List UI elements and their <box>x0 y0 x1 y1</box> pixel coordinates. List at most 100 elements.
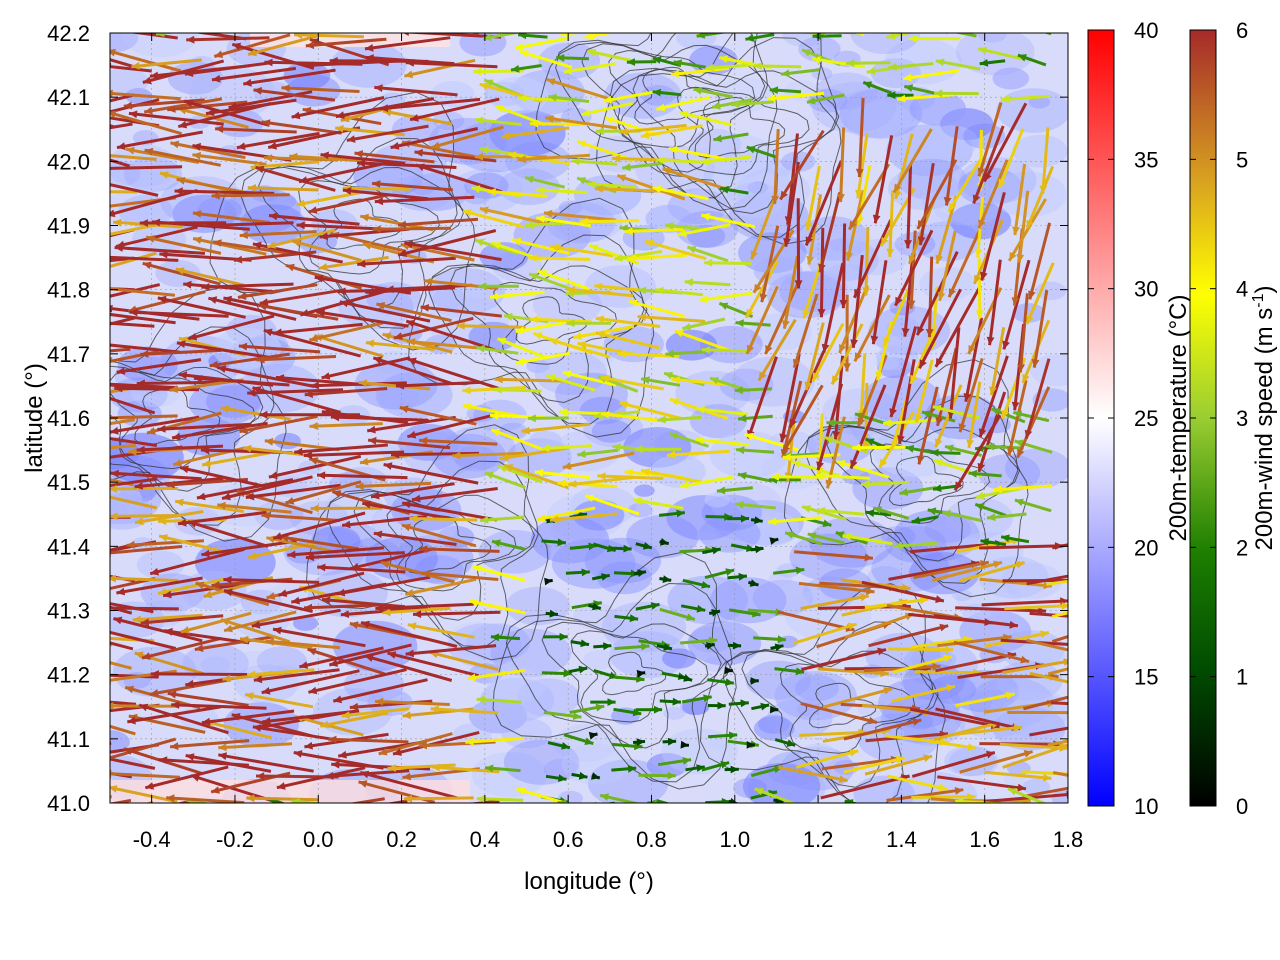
wind-vector <box>404 58 476 79</box>
wind-vector <box>430 705 499 715</box>
wind-vector <box>110 251 157 269</box>
wind-vector <box>724 666 733 675</box>
wind-vector <box>818 192 842 273</box>
wind-vector <box>806 93 845 105</box>
wind-vector <box>110 577 156 591</box>
wind-vector <box>735 500 776 510</box>
wind-vector <box>966 381 982 449</box>
wind-vector <box>887 774 948 792</box>
wind-vector <box>192 151 267 166</box>
wind-vector <box>374 84 458 97</box>
plot-area <box>71 33 1068 803</box>
y-tick-label: 41.3 <box>47 599 90 624</box>
wind-vector <box>597 472 664 481</box>
temperature-colorbar-title: 200m-temperature (°C) <box>1165 294 1192 541</box>
wind-vector <box>71 316 106 328</box>
y-tick-label: 41.9 <box>47 214 90 239</box>
wind-vector <box>246 794 319 803</box>
y-tick-label: 42.0 <box>47 149 90 174</box>
wind-vector <box>404 577 477 597</box>
wind-vector <box>638 771 676 780</box>
wind-vector <box>737 472 773 483</box>
wind-vector <box>251 608 341 629</box>
wind-vector <box>354 150 435 164</box>
wind-vector <box>937 230 957 302</box>
wind-vector <box>1031 289 1049 368</box>
wind-colorbar-ticks: 0 1 2 3 4 5 6 <box>1190 18 1248 819</box>
wind-vector <box>310 381 407 390</box>
wind-vector <box>774 738 796 747</box>
wind-vector <box>668 146 726 161</box>
wind-vector <box>1052 771 1068 777</box>
wind-vector <box>850 254 864 348</box>
wind-vector <box>947 226 983 298</box>
wind-vector <box>359 770 458 800</box>
wind-vector <box>110 382 178 390</box>
wind-vector <box>536 186 588 195</box>
wind-vector <box>212 239 292 256</box>
wind-vector <box>684 278 731 287</box>
wind-vector <box>110 642 113 647</box>
wind-vector <box>110 347 131 353</box>
wind-vector <box>174 498 244 513</box>
wind-vector <box>1043 33 1052 36</box>
wind-vector <box>914 359 934 423</box>
wind-vector <box>984 770 1052 782</box>
wind-vector <box>110 183 159 197</box>
wind-vector <box>569 703 605 714</box>
wind-vector <box>545 774 567 782</box>
wind-vector <box>367 436 451 450</box>
wind-vector <box>514 36 569 51</box>
wind-vector <box>113 616 203 643</box>
wind-vector <box>372 356 454 386</box>
wind-vector <box>978 355 1009 438</box>
wind-vector <box>972 125 1005 205</box>
wind-vector <box>239 230 317 239</box>
wind-vector <box>843 755 906 774</box>
wind-vector <box>546 374 596 392</box>
wind-vector <box>541 669 572 678</box>
wind-vector <box>616 173 686 201</box>
wind-vector <box>547 741 571 750</box>
wind-vector <box>239 414 318 434</box>
wind-vector <box>180 611 252 634</box>
wind-vector <box>201 709 295 726</box>
wind-vector <box>316 471 408 480</box>
wind-vector <box>886 33 916 40</box>
y-tick-label: 42.2 <box>47 21 90 46</box>
wind-vector <box>110 700 137 706</box>
wind-vector <box>795 749 859 769</box>
wind-vector <box>635 602 660 611</box>
wind-vector <box>223 610 297 633</box>
wind-vector <box>518 33 548 40</box>
wind-vector <box>886 190 895 257</box>
wind-vector <box>975 258 984 319</box>
wind-vector <box>958 357 984 433</box>
wind-vector <box>321 356 411 380</box>
y-tick-label: 41.7 <box>47 342 90 367</box>
wind-vector <box>261 119 342 135</box>
wind-vector <box>784 531 823 546</box>
wind-vector <box>590 698 616 706</box>
wind-vector <box>571 771 588 780</box>
wind-vector <box>1014 439 1053 454</box>
wind-vector <box>904 163 913 249</box>
wind-vector <box>577 140 634 162</box>
wind-vector <box>465 736 525 746</box>
wind-vector <box>110 343 180 354</box>
wind-vector <box>1047 739 1068 747</box>
wind-vector <box>746 741 755 749</box>
wind-vector <box>904 84 938 96</box>
wind-vector <box>110 256 135 263</box>
temperature-colorbar-ticks: 10 15 20 25 30 35 40 <box>1088 18 1158 819</box>
wind-vector <box>681 694 712 704</box>
wind-vector <box>528 272 571 291</box>
wind-vector <box>931 560 1003 582</box>
wind-vector <box>855 133 869 199</box>
wind-vector <box>635 705 663 714</box>
wind-vector <box>707 701 726 710</box>
wind-vector <box>420 304 502 318</box>
wind-vector <box>126 539 204 549</box>
wind-vector <box>610 544 632 553</box>
wind-vector <box>411 487 498 503</box>
